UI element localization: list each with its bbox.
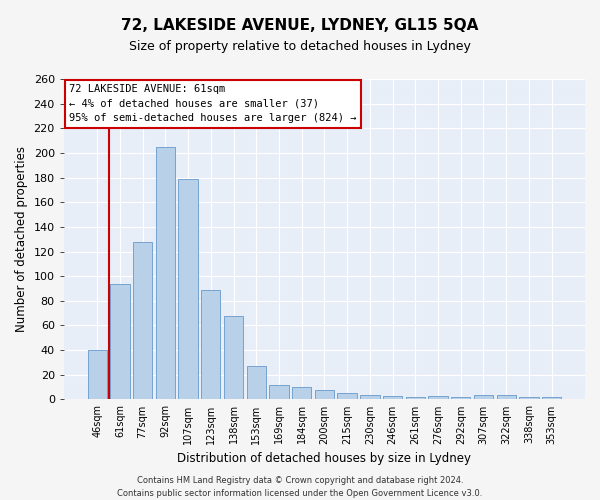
Bar: [474, 394, 493, 400]
Bar: [497, 394, 516, 400]
Bar: [133, 242, 152, 400]
Bar: [178, 179, 198, 400]
Bar: [247, 366, 266, 400]
Bar: [337, 394, 357, 400]
Bar: [406, 397, 425, 400]
Text: Size of property relative to detached houses in Lydney: Size of property relative to detached ho…: [129, 40, 471, 53]
Bar: [110, 284, 130, 400]
Bar: [155, 147, 175, 400]
Bar: [88, 350, 107, 400]
Bar: [269, 384, 289, 400]
Bar: [201, 290, 220, 400]
Bar: [519, 397, 539, 400]
X-axis label: Distribution of detached houses by size in Lydney: Distribution of detached houses by size …: [178, 452, 472, 465]
Bar: [224, 316, 243, 400]
Y-axis label: Number of detached properties: Number of detached properties: [15, 146, 28, 332]
Text: 72, LAKESIDE AVENUE, LYDNEY, GL15 5QA: 72, LAKESIDE AVENUE, LYDNEY, GL15 5QA: [121, 18, 479, 32]
Bar: [315, 390, 334, 400]
Bar: [383, 396, 402, 400]
Bar: [542, 397, 562, 400]
Bar: [451, 397, 470, 400]
Text: 72 LAKESIDE AVENUE: 61sqm
← 4% of detached houses are smaller (37)
95% of semi-d: 72 LAKESIDE AVENUE: 61sqm ← 4% of detach…: [69, 84, 356, 124]
Bar: [428, 396, 448, 400]
Text: Contains HM Land Registry data © Crown copyright and database right 2024.
Contai: Contains HM Land Registry data © Crown c…: [118, 476, 482, 498]
Bar: [360, 394, 380, 400]
Bar: [292, 387, 311, 400]
